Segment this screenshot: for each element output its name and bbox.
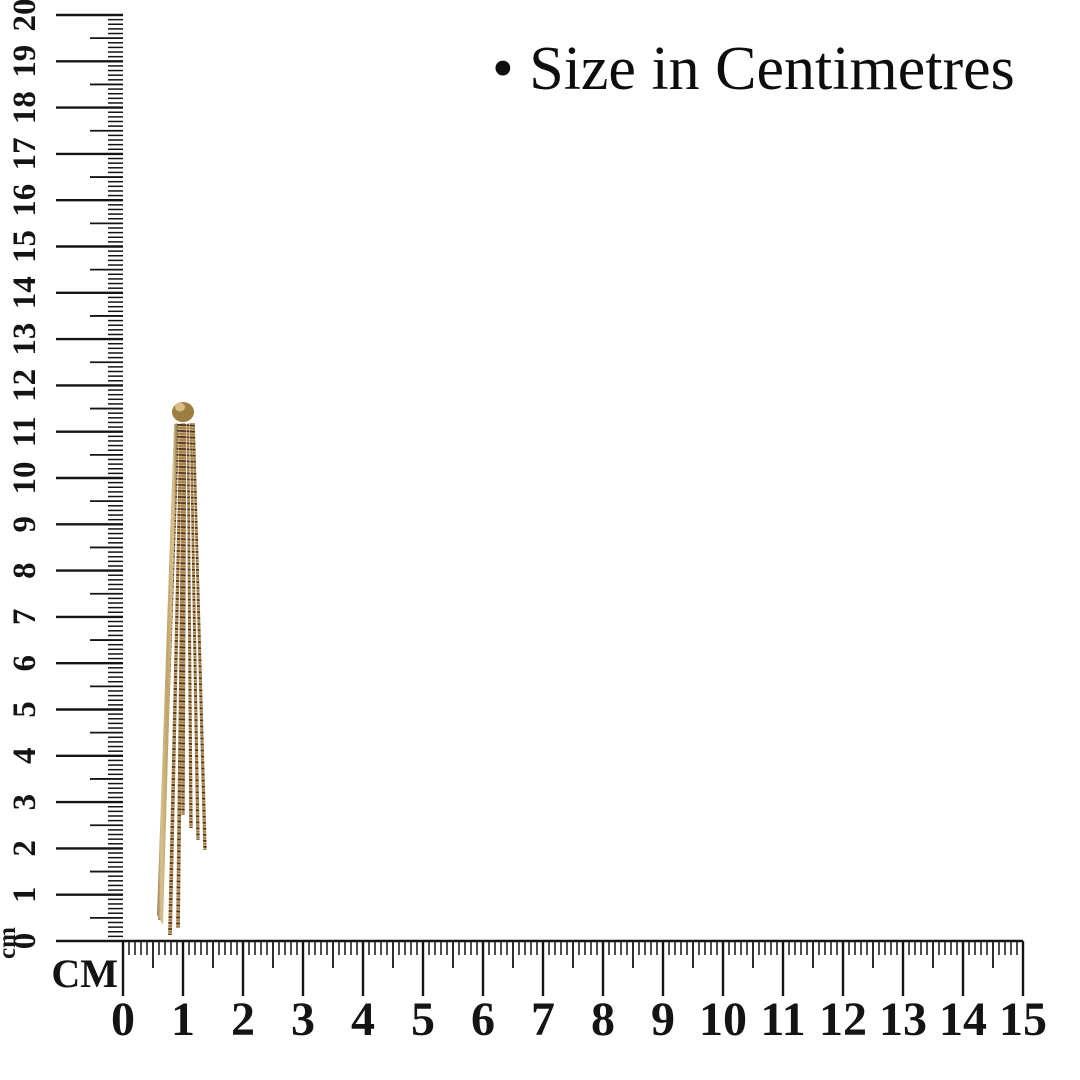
svg-text:13: 13 <box>879 993 927 1046</box>
svg-text:15: 15 <box>999 993 1047 1046</box>
svg-text:9: 9 <box>651 993 675 1046</box>
svg-text:12: 12 <box>819 993 867 1046</box>
svg-text:11: 11 <box>760 993 805 1046</box>
svg-text:3: 3 <box>291 993 315 1046</box>
svg-text:0: 0 <box>111 993 135 1046</box>
svg-text:2: 2 <box>231 993 255 1046</box>
svg-text:11: 11 <box>7 416 43 447</box>
svg-text:7: 7 <box>7 609 43 626</box>
svg-text:3: 3 <box>7 794 43 811</box>
svg-text:1: 1 <box>171 993 195 1046</box>
svg-text:• Size in Centimetres: • Size in Centimetres <box>492 35 1015 103</box>
svg-text:12: 12 <box>7 369 43 402</box>
svg-text:16: 16 <box>7 184 43 217</box>
svg-text:20: 20 <box>7 0 43 32</box>
svg-text:4: 4 <box>7 748 43 765</box>
svg-text:cm: cm <box>0 927 21 959</box>
svg-text:2: 2 <box>7 840 43 857</box>
svg-text:15: 15 <box>7 230 43 263</box>
svg-text:CM: CM <box>51 951 118 996</box>
svg-text:17: 17 <box>7 137 43 170</box>
svg-text:14: 14 <box>939 993 987 1046</box>
svg-text:6: 6 <box>471 993 495 1046</box>
svg-text:19: 19 <box>7 45 43 78</box>
svg-text:8: 8 <box>7 562 43 579</box>
svg-text:13: 13 <box>7 323 43 356</box>
svg-text:8: 8 <box>591 993 615 1046</box>
svg-text:18: 18 <box>7 91 43 124</box>
svg-text:5: 5 <box>411 993 435 1046</box>
svg-text:10: 10 <box>7 462 43 495</box>
svg-text:10: 10 <box>699 993 747 1046</box>
svg-text:6: 6 <box>7 655 43 672</box>
svg-text:7: 7 <box>531 993 555 1046</box>
svg-text:4: 4 <box>351 993 375 1046</box>
svg-text:14: 14 <box>7 276 43 309</box>
svg-text:9: 9 <box>7 516 43 533</box>
svg-text:1: 1 <box>7 886 43 903</box>
svg-text:5: 5 <box>7 701 43 718</box>
